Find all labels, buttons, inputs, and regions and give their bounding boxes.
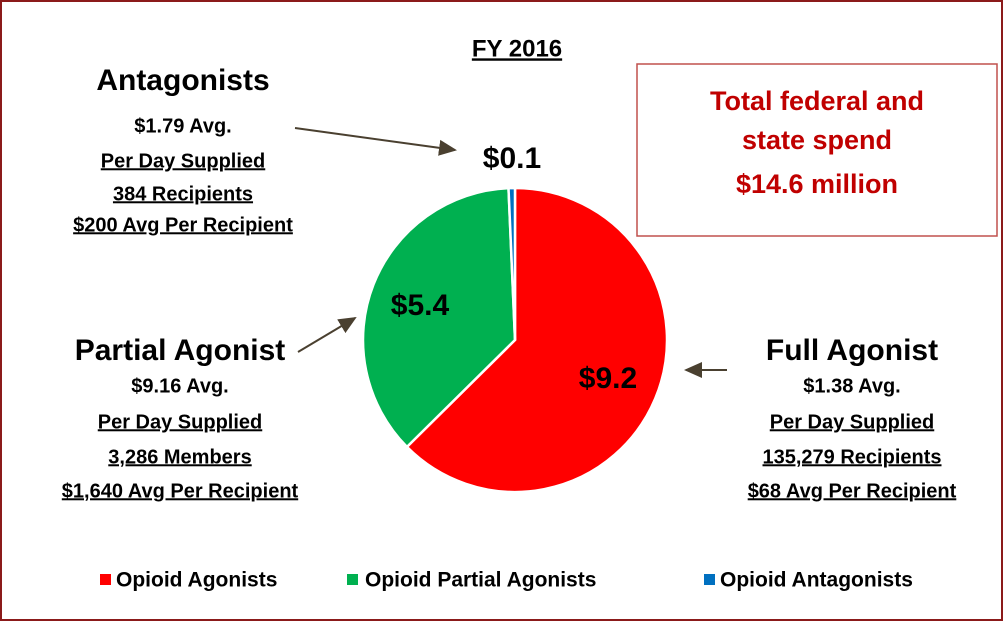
- total-text: Total federal and: [710, 86, 924, 116]
- callout-line: $1,640 Avg Per Recipient: [62, 480, 299, 502]
- callout-line: $9.16 Avg.: [131, 375, 228, 397]
- callout-title: Full Agonist: [766, 334, 938, 367]
- total-text: $14.6 million: [736, 169, 898, 199]
- legend-swatch: [347, 574, 358, 585]
- value-label: $0.1: [483, 142, 541, 175]
- callout-line: $1.79 Avg.: [134, 115, 231, 137]
- callout-line: $68 Avg Per Recipient: [748, 480, 957, 502]
- total-box: [636, 63, 998, 237]
- callout-title: Partial Agonist: [75, 334, 286, 367]
- arrow: [294, 127, 457, 156]
- callout-line: $200 Avg Per Recipient: [73, 214, 293, 236]
- callout-line: 3,286 Members: [108, 446, 251, 468]
- arrow: [297, 316, 357, 353]
- value-label: $5.4: [391, 289, 450, 322]
- legend-swatch: [704, 574, 715, 585]
- pie-slice: [361, 186, 517, 449]
- legend-swatch: [100, 574, 111, 585]
- callout-title: Antagonists: [96, 64, 269, 97]
- callout-line: 135,279 Recipients: [763, 446, 942, 468]
- legend-label: Opioid Partial Agonists: [365, 569, 596, 592]
- callout-line: $1.38 Avg.: [803, 375, 900, 397]
- pie-slice: [405, 186, 669, 494]
- legend-label: Opioid Antagonists: [720, 569, 913, 592]
- legend-label: Opioid Agonists: [116, 569, 277, 592]
- callout-line: 384 Recipients: [113, 183, 253, 205]
- callout-line: Per Day Supplied: [101, 150, 266, 172]
- total-text: state spend: [742, 125, 892, 155]
- pie-slice: [507, 186, 517, 341]
- callout-line: Per Day Supplied: [98, 411, 263, 433]
- callout-line: Per Day Supplied: [770, 411, 935, 433]
- value-label: $9.2: [579, 362, 637, 395]
- chart-title: FY 2016: [472, 35, 562, 62]
